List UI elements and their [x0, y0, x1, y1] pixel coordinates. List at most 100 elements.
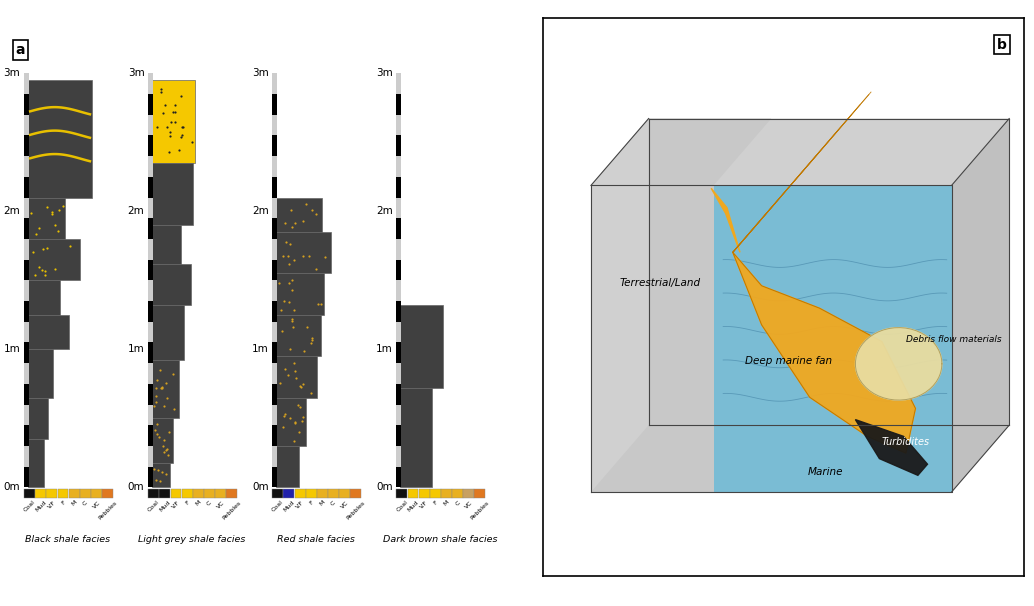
Bar [396, 281, 401, 301]
Text: 3m: 3m [376, 68, 393, 78]
Bar [148, 239, 153, 259]
Text: Coal: Coal [395, 500, 408, 513]
Bar [272, 239, 277, 259]
Text: F: F [184, 500, 190, 506]
Bar [148, 94, 153, 115]
Bar [102, 489, 113, 498]
Text: 1m: 1m [252, 344, 269, 355]
Text: Coal: Coal [147, 500, 160, 513]
Point [174, 130, 190, 139]
Text: 3m: 3m [4, 68, 21, 78]
Point [291, 427, 307, 436]
Bar [272, 218, 277, 239]
Text: C: C [206, 500, 213, 507]
Point [278, 238, 295, 247]
Bar [272, 177, 277, 198]
Point [30, 262, 47, 272]
Point [301, 251, 317, 261]
Bar [28, 350, 53, 398]
Bar [24, 322, 29, 342]
Bar [272, 259, 277, 281]
Text: M: M [318, 500, 326, 507]
Bar [396, 301, 401, 322]
Point [285, 255, 302, 265]
Bar [272, 322, 277, 342]
Point [171, 145, 187, 155]
Bar [400, 305, 443, 388]
Point [148, 398, 164, 407]
Text: Coal: Coal [23, 500, 36, 513]
Text: VC: VC [340, 500, 349, 510]
Bar [148, 259, 153, 281]
Bar [91, 489, 102, 498]
Point [286, 219, 303, 228]
Point [157, 445, 174, 455]
Bar [276, 398, 306, 446]
Point [162, 117, 179, 127]
Point [280, 278, 297, 288]
Point [279, 251, 296, 261]
Bar [396, 73, 401, 94]
Bar [24, 281, 29, 301]
Point [276, 409, 293, 419]
Bar [272, 425, 277, 446]
Bar [47, 489, 57, 498]
Bar [272, 73, 277, 94]
Bar [24, 342, 29, 363]
Point [292, 381, 308, 391]
Text: V.F: V.F [171, 500, 181, 510]
Bar [24, 467, 29, 487]
Bar [316, 489, 328, 498]
Polygon shape [733, 252, 915, 453]
Bar [148, 281, 153, 301]
Polygon shape [591, 119, 771, 185]
Bar [24, 489, 35, 498]
Point [36, 266, 53, 276]
Bar [24, 301, 29, 322]
Point [284, 322, 301, 332]
Point [161, 427, 178, 437]
Bar [272, 342, 277, 363]
Bar [407, 489, 419, 498]
Bar [58, 489, 68, 498]
Bar [272, 115, 277, 136]
Point [173, 132, 189, 142]
Text: Coal: Coal [271, 500, 284, 513]
Point [153, 467, 170, 477]
Point [296, 346, 312, 356]
Text: Mud: Mud [282, 500, 296, 513]
Point [25, 248, 41, 258]
Text: Debris flow materials: Debris flow materials [906, 335, 1002, 344]
Point [168, 100, 184, 110]
Bar [276, 232, 331, 273]
Bar [272, 467, 277, 487]
Bar [24, 94, 29, 115]
Polygon shape [591, 185, 951, 492]
Bar [152, 264, 191, 305]
Point [286, 418, 303, 428]
Bar [28, 281, 60, 315]
Text: b: b [997, 38, 1007, 52]
Point [162, 127, 179, 137]
Bar [152, 163, 193, 225]
Bar [24, 218, 29, 239]
Bar [272, 281, 277, 301]
Bar [351, 489, 361, 498]
Text: Deep marine fan: Deep marine fan [744, 356, 832, 366]
Point [148, 375, 164, 385]
Polygon shape [711, 188, 740, 252]
Text: 2m: 2m [252, 207, 269, 216]
Point [62, 241, 79, 251]
Point [30, 224, 47, 233]
Point [173, 91, 189, 101]
Point [50, 226, 66, 236]
Bar [396, 467, 401, 487]
Point [149, 429, 165, 439]
Point [279, 370, 296, 380]
Bar [24, 115, 29, 136]
Polygon shape [855, 328, 942, 400]
Point [291, 401, 307, 410]
Point [282, 205, 299, 215]
Bar [396, 218, 401, 239]
Bar [328, 489, 339, 498]
